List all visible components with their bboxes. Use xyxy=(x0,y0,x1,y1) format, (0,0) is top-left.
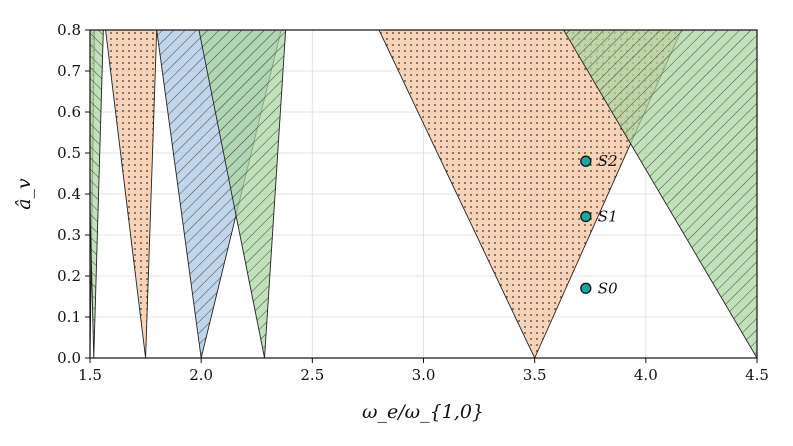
x-tick-label: 3.0 xyxy=(412,366,436,384)
region-6-pattern xyxy=(563,30,757,358)
point-label: S0 xyxy=(598,279,618,297)
x-tick-label: 4.5 xyxy=(745,366,769,384)
ticks: 1.5 2.0 2.5 3.0 3.5 4.0 4.5 0.0 0.1 0.2 0.3 0.4 0.5 0… xyxy=(57,21,769,384)
region-4-pattern xyxy=(198,30,287,358)
x-axis-label: ω_e/ω_{1,0} xyxy=(362,401,484,423)
y-tick-label: 0.1 xyxy=(57,308,81,326)
x-tick-label: 2.0 xyxy=(189,366,213,384)
x-tick-label: 2.5 xyxy=(300,366,324,384)
point-S2 xyxy=(580,155,592,167)
y-tick-label: 0.0 xyxy=(57,349,81,367)
y-axis-label: â_v xyxy=(13,178,35,210)
point-S0 xyxy=(580,282,592,294)
y-tick-label: 0.2 xyxy=(57,267,81,285)
point-label: S1 xyxy=(598,208,618,226)
y-tick-label: 0.5 xyxy=(57,144,81,162)
y-tick-label: 0.8 xyxy=(57,21,81,39)
point-S1 xyxy=(580,210,592,223)
region-2-pattern xyxy=(105,30,158,358)
points: S0 S1 S2 xyxy=(580,152,618,297)
x-tick-label: 4.0 xyxy=(634,366,658,384)
region-5-pattern xyxy=(378,30,682,358)
region-1-pattern xyxy=(90,30,104,358)
regions xyxy=(90,30,757,358)
y-tick-label: 0.4 xyxy=(57,185,81,203)
x-tick-label: 3.5 xyxy=(523,366,547,384)
y-tick-label: 0.7 xyxy=(57,62,81,80)
y-tick-label: 0.3 xyxy=(57,226,81,244)
x-tick-label: 1.5 xyxy=(78,366,102,384)
y-tick-label: 0.6 xyxy=(57,103,81,121)
point-label: S2 xyxy=(598,152,618,170)
